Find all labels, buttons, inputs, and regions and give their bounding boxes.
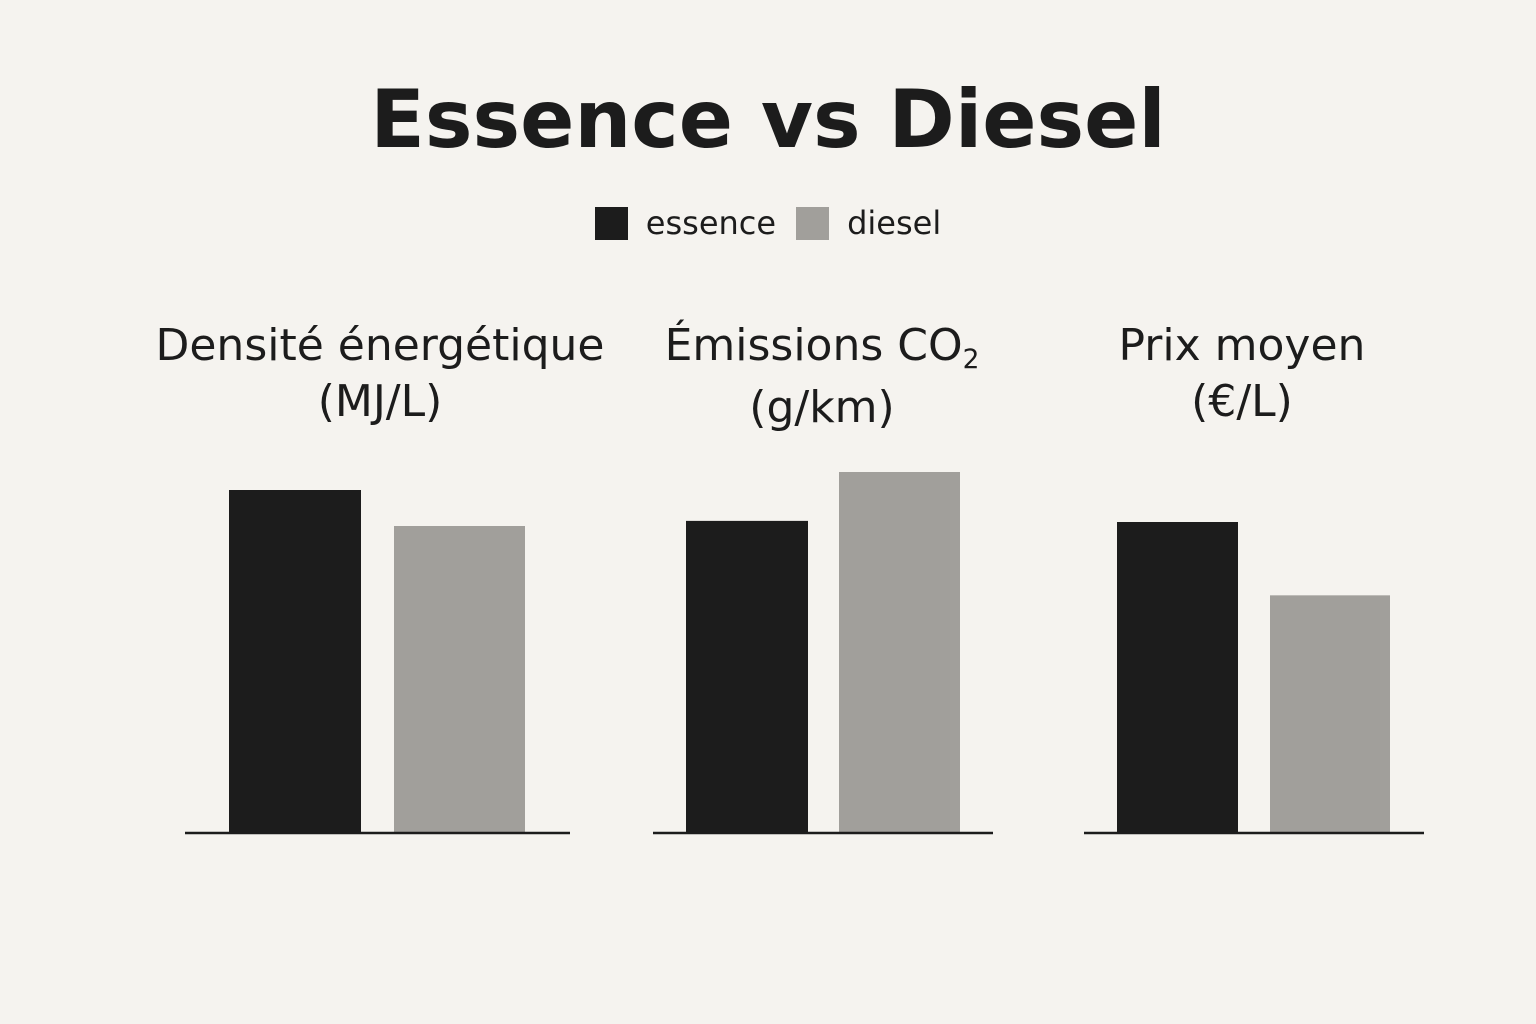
panel-title-energy-density-line2: (MJ/L) [317,376,443,427]
panel-title-co2-emissions-line2: (g/km) [749,382,895,433]
bar-energy-density-essence [229,490,361,832]
legend-label-diesel: diesel [847,204,942,242]
panel-title-co2-emissions-line1: Émissions CO2 [572,318,1072,380]
panel-title-average-price: Prix moyen (€/L) [992,318,1492,430]
legend: essence diesel [0,203,1536,243]
legend-swatch-essence [594,206,628,240]
bar-average-price-essence [1117,522,1238,832]
panel-title-energy-density: Densité énergétique (MJ/L) [130,318,630,430]
panel-title-co2-text: Émissions CO [664,320,963,371]
legend-item-diesel: diesel [796,203,941,243]
chart-title: Essence vs Diesel [370,73,1166,166]
bar-co2-emissions-diesel [839,472,960,832]
panel-average-price [1084,522,1424,835]
legend-item-essence: essence [594,203,777,243]
legend-swatch-diesel [796,206,830,240]
panel-title-average-price-line1: Prix moyen [1118,320,1366,371]
panel-title-co2-emissions: Émissions CO2 (g/km) [572,318,1072,436]
panel-title-average-price-line2: (€/L) [1191,376,1293,427]
bar-co2-emissions-essence [686,520,808,832]
panel-title-energy-density-line1: Densité énergétique [155,320,605,371]
bar-energy-density-diesel [394,526,525,832]
panel-energy-density [185,490,570,835]
panel-co2-emissions [653,472,993,835]
panel-title-co2-subscript: 2 [962,343,980,375]
legend-label-essence: essence [645,204,777,242]
bar-average-price-diesel [1270,595,1390,832]
